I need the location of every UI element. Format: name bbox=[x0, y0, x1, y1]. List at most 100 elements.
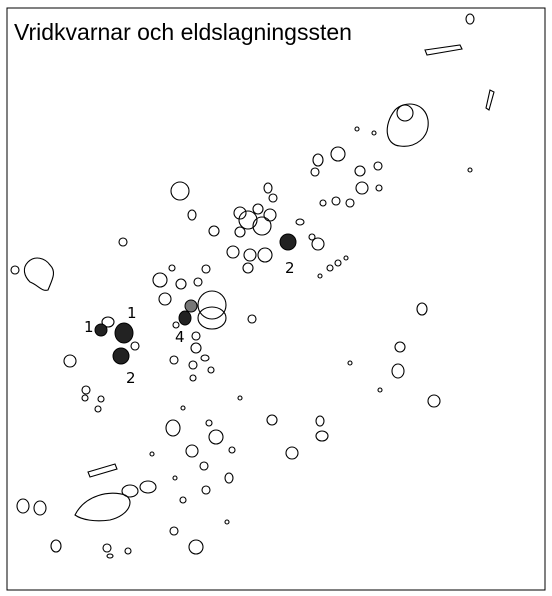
stone bbox=[354, 165, 366, 177]
frame bbox=[6, 7, 546, 591]
stone bbox=[427, 394, 441, 408]
stone bbox=[205, 419, 213, 427]
stone bbox=[201, 264, 211, 274]
stone bbox=[315, 430, 329, 442]
stone bbox=[152, 272, 168, 288]
stone bbox=[242, 262, 254, 274]
stone bbox=[238, 210, 258, 230]
stone bbox=[74, 492, 131, 522]
stone bbox=[165, 419, 181, 437]
stone bbox=[396, 104, 414, 122]
stone bbox=[317, 273, 323, 279]
stone bbox=[424, 44, 463, 56]
stone bbox=[172, 321, 180, 329]
millstone bbox=[112, 347, 130, 365]
label: 1 bbox=[127, 304, 137, 322]
stone bbox=[87, 463, 118, 478]
stone bbox=[16, 498, 30, 514]
stone bbox=[97, 395, 105, 403]
stone bbox=[247, 314, 257, 324]
stone bbox=[190, 342, 202, 354]
stone bbox=[139, 480, 157, 494]
map-title: Vridkvarnar och eldslagningssten bbox=[14, 19, 352, 45]
stone bbox=[224, 472, 234, 484]
stone bbox=[200, 354, 210, 362]
stone bbox=[118, 237, 128, 247]
stone bbox=[187, 209, 197, 221]
stone bbox=[285, 446, 299, 460]
stone bbox=[371, 130, 377, 136]
stone bbox=[169, 355, 179, 365]
stone bbox=[319, 199, 327, 207]
strike-stone bbox=[184, 299, 198, 313]
stone bbox=[391, 363, 405, 379]
stone bbox=[197, 306, 227, 330]
stone bbox=[295, 218, 305, 226]
stone bbox=[169, 526, 179, 536]
stone bbox=[226, 245, 240, 259]
stone bbox=[149, 451, 155, 457]
stone bbox=[331, 196, 341, 206]
stone bbox=[130, 341, 140, 351]
stone bbox=[375, 184, 383, 192]
stone bbox=[312, 153, 324, 167]
stone bbox=[121, 484, 139, 498]
stone bbox=[347, 360, 353, 366]
stones bbox=[10, 13, 495, 522]
stone bbox=[485, 89, 495, 111]
millstone bbox=[178, 310, 192, 326]
stone bbox=[179, 496, 187, 504]
stone bbox=[266, 414, 278, 426]
stone bbox=[81, 394, 89, 402]
stone bbox=[243, 248, 257, 262]
small-stones bbox=[16, 126, 473, 559]
stone bbox=[257, 247, 273, 263]
stone bbox=[106, 553, 114, 559]
stone bbox=[224, 519, 230, 525]
stone bbox=[252, 216, 272, 236]
stone bbox=[377, 387, 383, 393]
stone bbox=[467, 167, 473, 173]
stone bbox=[326, 264, 334, 272]
label: 2 bbox=[285, 259, 295, 277]
stone bbox=[386, 103, 429, 147]
stone bbox=[310, 167, 320, 177]
stone bbox=[373, 161, 383, 171]
stone bbox=[168, 264, 176, 272]
label: 2 bbox=[126, 369, 136, 387]
stone bbox=[268, 193, 278, 203]
marked-stones bbox=[94, 233, 297, 365]
stone bbox=[172, 475, 178, 481]
stone bbox=[94, 405, 102, 413]
stone bbox=[102, 543, 112, 553]
millstone bbox=[94, 323, 108, 337]
millstone bbox=[279, 233, 297, 251]
stone bbox=[81, 385, 91, 395]
stone bbox=[343, 255, 349, 261]
stone bbox=[188, 360, 198, 370]
stone bbox=[315, 415, 325, 427]
stone bbox=[416, 302, 428, 316]
stone bbox=[50, 539, 62, 553]
stone bbox=[201, 485, 211, 495]
stone bbox=[233, 206, 247, 220]
stone bbox=[199, 461, 209, 471]
stone bbox=[10, 265, 20, 275]
stone bbox=[207, 366, 215, 374]
stone bbox=[23, 257, 55, 291]
stone bbox=[334, 259, 342, 267]
stone bbox=[208, 429, 224, 445]
millstone bbox=[114, 322, 134, 344]
stone bbox=[189, 374, 197, 382]
stone bbox=[234, 226, 246, 238]
label: 4 bbox=[175, 328, 185, 346]
stone bbox=[193, 277, 203, 287]
stone bbox=[33, 500, 47, 516]
stone bbox=[263, 182, 273, 194]
stone bbox=[180, 405, 186, 411]
stone bbox=[175, 278, 187, 290]
stone bbox=[101, 316, 115, 328]
stone bbox=[354, 126, 360, 132]
